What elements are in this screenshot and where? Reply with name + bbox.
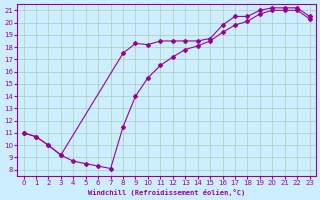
X-axis label: Windchill (Refroidissement éolien,°C): Windchill (Refroidissement éolien,°C) bbox=[88, 189, 245, 196]
